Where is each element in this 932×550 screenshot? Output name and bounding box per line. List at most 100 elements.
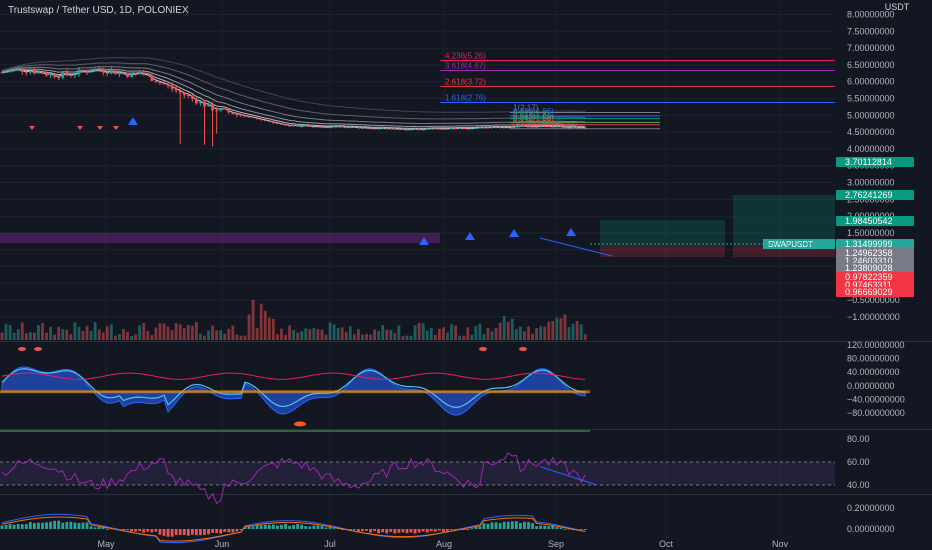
volume-bar [312,328,316,340]
candle-body [433,128,437,130]
candle-body [421,129,425,131]
price-tag-label: 3.70112814 [845,157,892,167]
candlesticks [0,66,587,147]
macd-histogram-bar [24,524,28,529]
macd-histogram-bar [365,529,368,531]
volume-bar [397,325,401,340]
volume-bar [332,324,336,340]
macd-pane[interactable] [0,513,587,544]
price-tag [836,216,914,226]
macd-histogram-bar [247,526,251,529]
candle-body [401,128,405,130]
volume-bar [81,330,85,340]
candle-body [583,127,587,129]
macd-histogram-bar [146,529,150,532]
macd-histogram-bar [271,524,275,529]
volume-bar [154,327,158,340]
price-axis-label: 6.50000000 [847,60,895,70]
macd-histogram-bar [166,529,170,537]
volume-bar [166,326,170,340]
candle-body [126,73,129,78]
time-axis-label: Aug [436,539,452,549]
volume-bar [142,322,146,340]
time-axis[interactable]: May Jun Jul Aug Sep Oct Nov [97,539,788,549]
symbol-title: Trustswap / Tether USD, 1D, POLONIEX [8,5,189,16]
candle-body [199,101,202,104]
macd-histogram-bar [162,529,166,536]
macd-histogram-bar [190,529,194,535]
macd-histogram-bar [352,529,356,530]
time-axis-label: Sep [548,539,564,549]
macd-histogram-bar [154,529,158,532]
candle-body [162,82,166,85]
volume-bar [539,326,543,340]
candle-body [555,126,559,128]
volume-bar [547,321,551,340]
macd-histogram-bar [292,524,295,529]
candle-body [312,126,316,128]
volume-bar [405,335,409,340]
macd-histogram-bar [466,529,470,530]
volume-bar [4,323,8,340]
fib-label: 4.236(5.26) [445,52,486,61]
volume-bar [494,328,498,340]
volume-bar [280,328,283,340]
volume-bar [352,334,356,340]
rsi-axis: 80.00 60.00 40.00 [847,434,870,490]
macd-histogram-bar [373,529,376,532]
buy-marker [509,229,519,237]
oscillator-pane[interactable] [0,347,590,432]
candle-body [4,71,8,73]
candle-body [154,80,158,83]
volume-bar [535,328,538,340]
volume-bar [292,329,295,340]
macd-histogram-bar [73,522,77,529]
candle-body [97,69,101,71]
candle-body [357,127,360,129]
sell-marker [113,126,119,130]
volume-bar [239,335,243,340]
candle-body [316,126,320,128]
macd-histogram-bar [490,522,494,529]
macd-histogram-bar [494,522,498,529]
candle-body [170,85,174,89]
macd-histogram-bar [207,529,210,535]
macd-histogram-bar [267,524,271,529]
candle-body [575,126,579,128]
macd-line [1,513,586,544]
price-tag-label: 2.76241269 [845,190,893,200]
macd-histogram-bar [203,529,206,535]
candle-body [142,72,146,75]
volume-bar [478,323,482,340]
time-axis-label: May [97,539,115,549]
macd-histogram-bar [219,529,223,534]
volume-bar [575,321,579,340]
volume-bar [235,334,239,340]
macd-histogram-bar [531,523,534,529]
candle-body [49,73,52,76]
fib-label: 0.236(1.44) [513,116,554,125]
candle-body [28,71,32,73]
volume-bar [114,335,117,340]
volume-bar [170,330,174,340]
candle-body [474,127,478,129]
volume-bar [567,326,571,340]
candle-body [255,117,259,119]
candle-body [158,82,162,84]
candle-body [409,129,413,131]
candle-body [251,116,255,118]
fib-label: 0(1.2) [513,120,534,129]
rsi-pane[interactable] [0,452,835,505]
candle-body [122,72,125,74]
candle-body [276,122,279,124]
candle-body [296,125,300,127]
macd-histogram-bar [523,521,526,529]
candle-body [567,127,571,129]
fib-label: 2.618(3.72) [445,77,486,86]
macd-histogram-bar [28,522,32,529]
macd-histogram-bar [308,526,312,529]
price-pane[interactable]: 4.236(5.26)3.618(4.67) 2.618(3.72) 1.618(2… [0,52,835,340]
volume-bar [263,310,267,340]
candle-body [393,128,397,130]
